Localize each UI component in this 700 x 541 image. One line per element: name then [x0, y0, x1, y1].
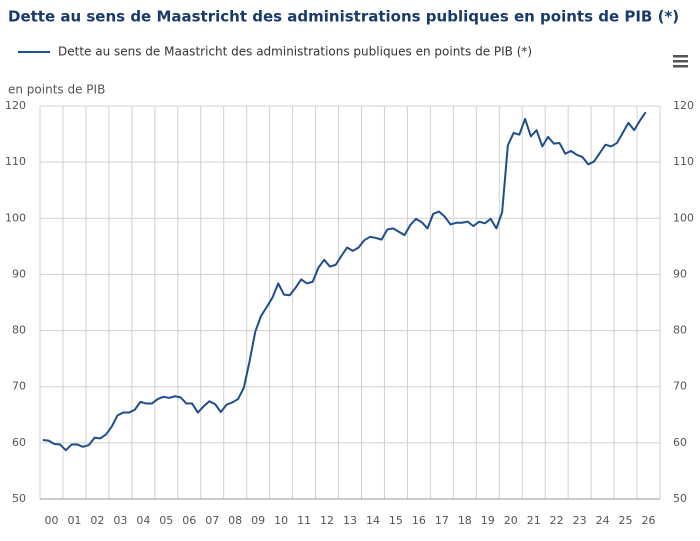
- x-tick-label: 10: [274, 514, 288, 527]
- x-tick-label: 17: [435, 514, 449, 527]
- x-tick-label: 19: [481, 514, 495, 527]
- x-tick-label: 00: [44, 514, 58, 527]
- x-tick-label: 03: [113, 514, 127, 527]
- x-tick-label: 01: [67, 514, 81, 527]
- y2-tick-label: 90: [673, 267, 687, 280]
- x-tick-label: 25: [619, 514, 633, 527]
- y-tick-label: 110: [5, 155, 26, 168]
- x-tick-label: 22: [550, 514, 564, 527]
- y-tick-label: 80: [12, 324, 26, 337]
- y-tick-label: 100: [5, 211, 26, 224]
- x-tick-label: 24: [596, 514, 610, 527]
- y2-tick-label: 80: [673, 324, 687, 337]
- x-tick-label: 20: [504, 514, 518, 527]
- menu-bar: [673, 60, 688, 63]
- data-line: [42, 111, 647, 452]
- y2-tick-label: 100: [673, 211, 694, 224]
- x-tick-label: 09: [251, 514, 265, 527]
- y-tick-label: 120: [5, 99, 26, 112]
- y2-tick-label: 110: [673, 155, 694, 168]
- x-tick-label: 11: [297, 514, 311, 527]
- y-tick-label: 60: [12, 436, 26, 449]
- x-tick-label: 18: [458, 514, 472, 527]
- y-tick-label: 70: [12, 380, 26, 393]
- x-tick-label: 21: [527, 514, 541, 527]
- x-tick-label: 13: [343, 514, 357, 527]
- x-tick-label: 08: [228, 514, 242, 527]
- y2-tick-label: 60: [673, 436, 687, 449]
- y2-tick-label: 70: [673, 380, 687, 393]
- y-tick-label: 90: [12, 267, 26, 280]
- x-tick-label: 04: [136, 514, 150, 527]
- y-axis-label: en points de PIB: [8, 83, 105, 97]
- x-tick-label: 02: [90, 514, 104, 527]
- x-tick-label: 16: [412, 514, 426, 527]
- x-tick-label: 14: [366, 514, 380, 527]
- y-tick-label: 50: [12, 492, 26, 505]
- x-tick-label: 06: [182, 514, 196, 527]
- x-tick-label: 23: [573, 514, 587, 527]
- y2-tick-label: 120: [673, 99, 694, 112]
- chart-title: Dette au sens de Maastricht des administ…: [8, 8, 679, 26]
- y2-tick-label: 50: [673, 492, 687, 505]
- x-tick-label: 15: [389, 514, 403, 527]
- x-tick-label: 26: [642, 514, 656, 527]
- menu-icon[interactable]: [673, 55, 688, 68]
- x-tick-label: 05: [159, 514, 173, 527]
- legend-label[interactable]: Dette au sens de Maastricht des administ…: [58, 45, 532, 59]
- menu-bar: [673, 55, 688, 58]
- menu-bar: [673, 65, 688, 68]
- x-tick-label: 07: [205, 514, 219, 527]
- x-tick-label: 12: [320, 514, 334, 527]
